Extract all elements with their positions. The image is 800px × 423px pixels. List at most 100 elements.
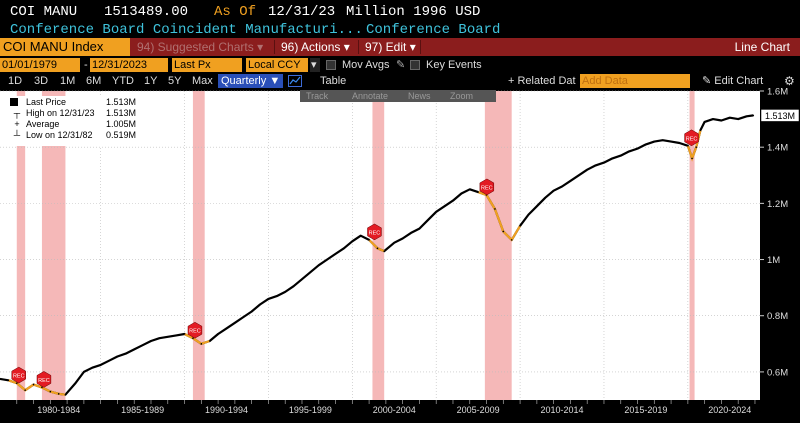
data-point xyxy=(628,150,630,153)
header-value: 1513489.00 xyxy=(104,4,189,20)
data-point xyxy=(578,174,580,177)
data-point xyxy=(745,115,748,118)
period-button-max[interactable]: Max xyxy=(192,75,213,87)
data-point xyxy=(208,340,211,342)
data-point xyxy=(15,382,18,384)
suggested-charts-label: 94) Suggested Charts xyxy=(137,40,254,54)
period-button-5y[interactable]: 5Y xyxy=(168,75,182,87)
data-point xyxy=(418,227,421,230)
recession-marker-icon[interactable] xyxy=(36,371,52,388)
recession-marker-icon[interactable] xyxy=(187,321,203,339)
mov-avgs-checkbox[interactable] xyxy=(326,60,336,70)
chart-type-label: Line Chart xyxy=(734,40,790,54)
recession-band xyxy=(372,91,385,400)
recession-marker-icon[interactable] xyxy=(11,366,26,384)
data-point xyxy=(125,352,127,355)
table-button[interactable]: Table xyxy=(320,75,347,87)
data-point xyxy=(661,139,664,141)
data-point xyxy=(250,310,253,313)
frequency-select[interactable]: Quarterly ▼ xyxy=(218,74,284,88)
average-marker-icon: + xyxy=(14,119,20,129)
edit-chart-button[interactable]: ✎ Edit Chart xyxy=(702,74,763,88)
x-tick-label: 1990-1994 xyxy=(205,405,248,415)
data-point xyxy=(49,390,52,393)
period-button-1d[interactable]: 1D xyxy=(8,75,23,87)
data-point xyxy=(737,118,739,120)
add-data-input[interactable]: Add Data xyxy=(580,74,690,88)
data-point xyxy=(91,366,94,369)
y-tick-label: 1M xyxy=(767,255,780,266)
data-point xyxy=(544,196,547,199)
data-point xyxy=(443,205,446,207)
y-tick-label: 1.6M xyxy=(767,88,788,98)
period-button-1y[interactable]: 1Y xyxy=(144,75,158,87)
data-point xyxy=(720,119,723,122)
recession-marker-label: REC xyxy=(369,230,381,236)
last-value-label: 1.513M xyxy=(765,111,795,121)
chevron-down-icon: ▼ xyxy=(269,75,281,87)
data-point xyxy=(460,192,463,195)
line-chart[interactable]: REC REC REC REC REC REC 0.6M 0.8M 1M 1.2M 1.4M 1.6M… xyxy=(0,87,800,423)
security-field[interactable]: COI MANU Index xyxy=(0,38,130,56)
period-button-3d[interactable]: 3D xyxy=(34,75,49,87)
data-point xyxy=(603,161,605,164)
pencil-icon[interactable]: ✎ xyxy=(396,59,406,71)
data-point xyxy=(687,144,689,147)
edit-menu[interactable]: 97) Edit ▾ xyxy=(362,38,420,56)
recession-marker-label: REC xyxy=(189,329,201,335)
data-point xyxy=(326,258,328,261)
annotate-button[interactable]: Annotate xyxy=(352,91,389,101)
gear-icon[interactable]: ⚙ xyxy=(784,74,795,88)
data-point xyxy=(183,333,186,335)
news-button[interactable]: News xyxy=(408,91,431,101)
data-point xyxy=(636,147,639,150)
data-point xyxy=(703,121,706,123)
data-point xyxy=(225,327,228,330)
recession-marker-icon[interactable] xyxy=(367,223,382,241)
data-point xyxy=(729,116,731,119)
recession-marker-label: REC xyxy=(686,136,698,142)
period-button-6m[interactable]: 6M xyxy=(86,75,102,87)
chart-legend[interactable]: Last Price 1.513M ┬ High on 12/31/23 1.5… xyxy=(4,96,156,146)
source-label: Conference Board xyxy=(366,22,501,38)
data-point xyxy=(645,143,647,146)
line-chart-icon[interactable] xyxy=(288,75,302,87)
price-field-select[interactable]: Last Px xyxy=(172,58,242,72)
currency-select[interactable]: Local CCY xyxy=(246,58,308,72)
actions-label: 96) Actions xyxy=(281,40,341,54)
chart-area[interactable]: REC REC REC REC REC REC 0.6M 0.8M 1M 1.2M 1.4M 1.6M… xyxy=(0,87,800,423)
y-tick-label: 0.8M xyxy=(767,311,788,322)
divider xyxy=(274,40,275,54)
zoom-button[interactable]: Zoom xyxy=(450,91,474,101)
data-point xyxy=(376,247,379,250)
mov-avgs-label: Mov Avgs xyxy=(342,59,390,71)
data-point xyxy=(175,334,177,337)
track-button[interactable]: Track xyxy=(306,91,329,101)
data-point xyxy=(435,210,438,213)
end-date-field[interactable]: 12/31/2023 xyxy=(90,58,168,72)
period-button-1m[interactable]: 1M xyxy=(60,75,76,87)
key-events-label: Key Events xyxy=(426,59,482,71)
data-point xyxy=(150,340,152,342)
start-date-field[interactable]: 01/01/1979 xyxy=(0,58,80,72)
recession-segment xyxy=(477,191,522,242)
chevron-down-icon[interactable]: ▾ xyxy=(310,58,320,72)
data-point xyxy=(519,225,521,227)
data-point xyxy=(569,180,572,182)
frequency-label: Quarterly xyxy=(221,75,267,87)
data-point xyxy=(393,241,396,244)
data-point xyxy=(158,337,161,339)
data-point xyxy=(678,142,681,144)
recession-marker-icon[interactable] xyxy=(479,178,495,196)
recession-marker-icon[interactable] xyxy=(684,129,699,147)
y-tick-label: 0.6M xyxy=(767,367,788,378)
as-of-date: 12/31/23 xyxy=(268,4,336,20)
suggested-charts-menu[interactable]: 94) Suggested Charts ▾ xyxy=(134,38,274,56)
date-range-row: 01/01/1979 - 12/31/2023 Last Px Local CC… xyxy=(0,58,800,73)
key-events-checkbox[interactable] xyxy=(410,60,420,70)
high-marker-icon: ┬ xyxy=(13,108,21,118)
period-button-ytd[interactable]: YTD xyxy=(112,75,134,87)
actions-menu[interactable]: 96) Actions ▾ xyxy=(278,38,358,56)
data-point xyxy=(99,364,102,366)
related-data-button[interactable]: + Related Dat xyxy=(508,75,576,87)
